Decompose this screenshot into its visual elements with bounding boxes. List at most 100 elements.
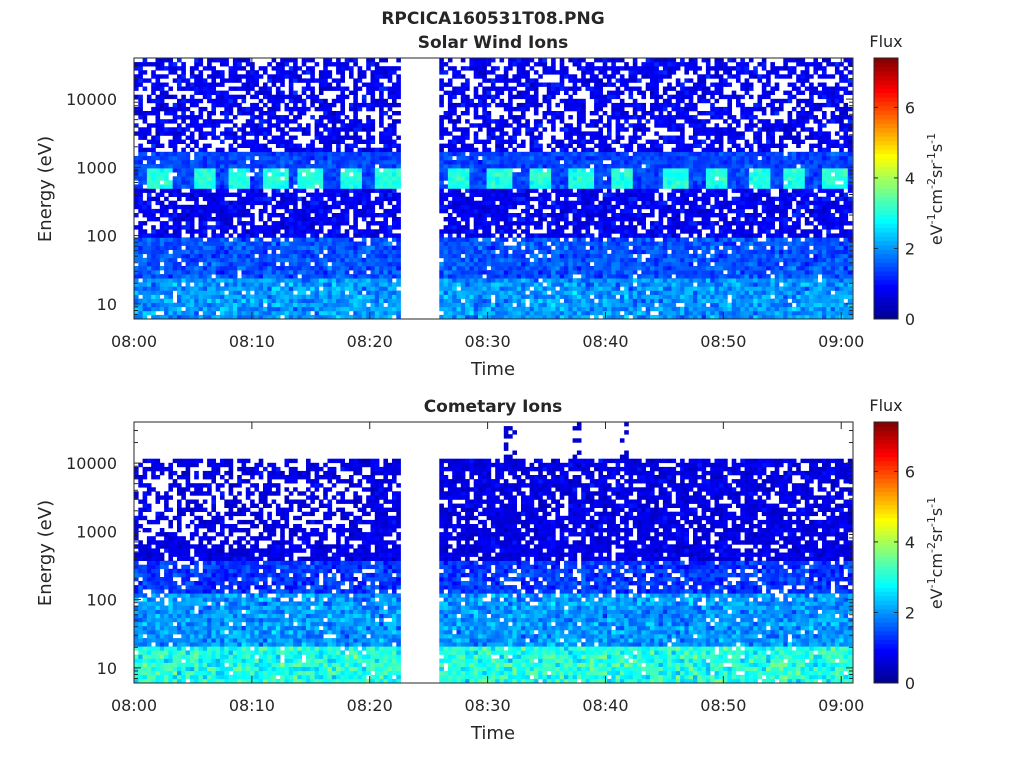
heatmap-cell: [344, 270, 350, 275]
heatmap-cell: [207, 278, 212, 283]
heatmap-cell: [521, 151, 526, 157]
heatmap-cell: [499, 160, 505, 165]
heatmap-cell: [318, 78, 324, 83]
heatmap-cell: [564, 172, 569, 177]
heatmap-cell: [202, 135, 208, 140]
heatmap-cell: [202, 172, 208, 177]
heatmap-cell: [340, 237, 345, 242]
heatmap-cell: [250, 184, 255, 189]
heatmap-cell: [581, 278, 586, 283]
heatmap-cell: [224, 192, 229, 197]
heatmap-cell: [374, 241, 380, 246]
heatmap-cell: [357, 286, 363, 291]
heatmap-cell: [503, 306, 509, 312]
heatmap-cell: [533, 213, 539, 218]
heatmap-cell: [146, 176, 152, 181]
heatmap-cell: [263, 127, 268, 132]
heatmap-cell: [151, 306, 156, 312]
heatmap-cell: [495, 229, 500, 234]
heatmap-cell: [559, 192, 565, 197]
heatmap-cell: [499, 261, 505, 267]
heatmap-cell: [486, 298, 492, 303]
heatmap-cell: [177, 127, 182, 132]
heatmap-cell: [392, 225, 397, 230]
heatmap-cell: [142, 115, 148, 120]
heatmap-cell: [499, 257, 505, 263]
heatmap-cell: [146, 200, 152, 206]
heatmap-cell: [396, 204, 401, 210]
heatmap-cell: [344, 213, 350, 218]
heatmap-cell: [284, 274, 290, 279]
heatmap-cell: [439, 204, 444, 210]
heatmap-cell: [185, 249, 191, 255]
heatmap-cell: [159, 274, 165, 279]
heatmap-cell: [495, 160, 500, 165]
heatmap-cell: [314, 176, 320, 181]
heatmap-cell: [387, 278, 393, 283]
heatmap-cell: [228, 282, 234, 287]
heatmap-cell: [301, 188, 307, 193]
heatmap-cell: [138, 127, 143, 132]
heatmap-cell: [228, 249, 234, 255]
heatmap-cell: [486, 302, 492, 308]
heatmap-cell: [555, 257, 560, 263]
heatmap-cell: [185, 302, 191, 308]
heatmap-cell: [546, 160, 552, 165]
heatmap-cell: [151, 135, 156, 140]
heatmap-cell: [142, 298, 148, 303]
heatmap-cell: [232, 253, 238, 259]
heatmap-cell: [284, 176, 290, 181]
heatmap-cell: [207, 241, 212, 246]
heatmap-cell: [572, 151, 578, 157]
heatmap-cell: [568, 188, 573, 193]
heatmap-cell: [512, 135, 517, 140]
heatmap-cell: [542, 188, 548, 193]
heatmap-cell: [181, 225, 186, 230]
heatmap-cell: [370, 204, 376, 210]
heatmap-cell: [396, 221, 401, 226]
heatmap-cell: [559, 225, 565, 230]
heatmap-cell: [306, 314, 311, 320]
heatmap-cell: [460, 200, 466, 206]
heatmap-cell: [503, 176, 509, 181]
heatmap-cell: [452, 237, 457, 242]
heatmap-cell: [336, 225, 341, 230]
heatmap-cell: [486, 310, 492, 316]
heatmap-cell: [465, 233, 470, 238]
heatmap-cell: [572, 78, 578, 83]
heatmap-cell: [159, 102, 165, 108]
heatmap-cell: [555, 298, 560, 303]
heatmap-cell: [542, 200, 548, 206]
heatmap-cell: [499, 139, 505, 144]
heatmap-cell: [181, 278, 186, 283]
heatmap-cell: [323, 127, 328, 132]
heatmap-cell: [357, 106, 363, 112]
heatmap-cell: [301, 204, 307, 210]
heatmap-cell: [280, 290, 285, 295]
heatmap-cell: [559, 168, 565, 173]
heatmap-cell: [301, 314, 307, 320]
heatmap-cell: [478, 164, 483, 169]
heatmap-cell: [263, 286, 268, 291]
heatmap-cell: [392, 119, 397, 124]
heatmap-cell: [572, 245, 578, 250]
heatmap-cell: [250, 192, 255, 197]
heatmap-cell: [512, 274, 517, 279]
heatmap-cell: [525, 249, 530, 255]
heatmap-cell: [263, 172, 268, 177]
heatmap-cell: [241, 58, 247, 63]
heatmap-cell: [542, 164, 548, 169]
heatmap-cell: [447, 282, 453, 287]
heatmap-cell: [263, 82, 268, 87]
heatmap-cell: [258, 106, 264, 112]
heatmap-cell: [207, 180, 212, 185]
heatmap-cell: [189, 286, 195, 291]
heatmap-cell: [250, 286, 255, 291]
heatmap-cell: [486, 151, 492, 157]
heatmap-cell: [503, 147, 509, 153]
heatmap-cell: [486, 111, 492, 116]
heatmap-cell: [379, 261, 384, 267]
heatmap-cell: [499, 86, 505, 91]
heatmap-cell: [228, 74, 234, 79]
heatmap-cell: [568, 249, 573, 255]
